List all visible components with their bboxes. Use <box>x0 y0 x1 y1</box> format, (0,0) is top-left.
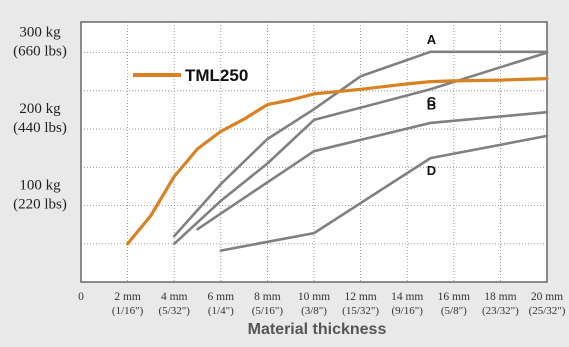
x-tick-sublabel: (1/4") <box>208 305 234 317</box>
series-lines <box>125 50 549 252</box>
series-label-c: C <box>427 94 437 109</box>
legend-label: TML250 <box>185 66 248 85</box>
series-line-b <box>172 51 549 246</box>
y-axis-tick-labels: 100 kg (220 lbs) 200 kg (440 lbs) 300 kg (660… <box>13 25 67 213</box>
x-tick-sublabel: (9/16") <box>392 305 424 317</box>
series-line-tml250 <box>125 76 549 246</box>
x-tick-sublabel: (5/16") <box>252 305 284 317</box>
x-tick-sublabel: (5/8") <box>441 305 467 317</box>
y-tick-label: 200 kg <box>19 101 61 117</box>
series-line-d <box>219 134 549 252</box>
x-tick-label: 12 mm <box>344 291 376 303</box>
y-tick-sublabel: (440 lbs) <box>13 120 67 136</box>
x-tick-label: 20 mm <box>531 291 563 303</box>
x-axis-title: Material thickness <box>248 321 387 338</box>
y-tick-sublabel: (660 lbs) <box>13 44 67 60</box>
x-tick-sublabel: (1/16") <box>112 305 144 317</box>
series-line-c <box>196 110 549 231</box>
legend: TML250 <box>133 66 248 85</box>
x-tick-label: 16 mm <box>438 291 470 303</box>
x-tick-label: 6 mm <box>208 291 235 303</box>
x-tick-sublabel: (15/32") <box>342 305 379 317</box>
x-tick-sublabel: (23/32") <box>482 305 519 317</box>
x-tick-label: 2 mm <box>114 291 141 303</box>
series-label-a: A <box>427 32 437 47</box>
series-labels: A BC D <box>427 32 437 178</box>
x-tick-sublabel: (5/32") <box>159 305 191 317</box>
x-axis-tick-labels: 0 2 mm (1/16") 4 mm (5/32") 6 mm (1/4") 8 mm (5/… <box>78 291 566 317</box>
y-tick-label: 100 kg <box>19 178 61 194</box>
x-tick-label: 0 <box>78 291 84 303</box>
x-tick-label: 10 mm <box>298 291 330 303</box>
series-label-d: D <box>427 163 436 178</box>
x-tick-label: 18 mm <box>484 291 516 303</box>
x-tick-label: 14 mm <box>391 291 423 303</box>
x-tick-sublabel: (25/32") <box>529 305 566 317</box>
y-tick-label: 300 kg <box>19 25 61 41</box>
x-tick-label: 4 mm <box>161 291 188 303</box>
x-tick-sublabel: (3/8") <box>301 305 327 317</box>
x-tick-label: 8 mm <box>254 291 281 303</box>
y-tick-sublabel: (220 lbs) <box>13 197 67 213</box>
series-label-b: B <box>427 97 436 112</box>
series-line-a <box>172 50 549 238</box>
